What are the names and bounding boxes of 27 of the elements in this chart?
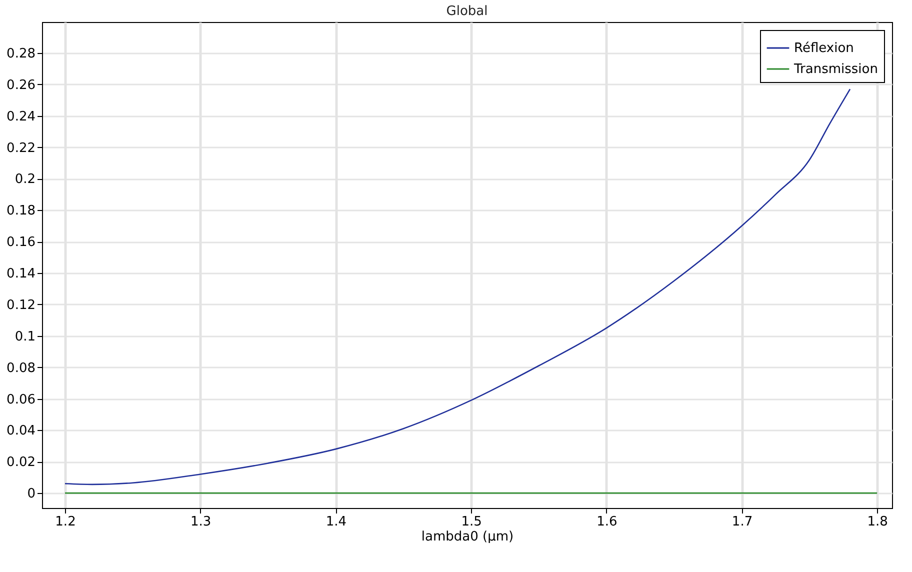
x-tick-label: 1.3	[190, 514, 212, 530]
y-tick-label: 0.28	[6, 46, 36, 62]
x-tick-label: 1.2	[55, 514, 76, 530]
y-tick-label: 0.04	[6, 424, 36, 439]
y-tick-label: 0.18	[6, 204, 36, 219]
y-tick-label: 0.08	[6, 360, 36, 376]
x-tick-label: 1.8	[867, 514, 888, 530]
x-tick-label: 1.6	[596, 514, 618, 530]
y-tick-label: 0.22	[6, 140, 36, 156]
y-tick-label: 0	[27, 486, 36, 502]
y-tick-label: 0.14	[6, 266, 36, 282]
y-tick-label: 0.2	[14, 172, 36, 188]
x-axis-title: lambda0 (µm)	[421, 530, 514, 544]
legend-label: Transmission	[793, 62, 878, 77]
line-series	[64, 88, 851, 486]
y-tick-label: 0.24	[6, 109, 36, 124]
y-tick-label: 0.02	[6, 455, 36, 470]
y-tick-label: 0.06	[6, 392, 36, 408]
legend-label: Réflexion	[794, 41, 854, 56]
x-tick-label: 1.5	[461, 514, 482, 530]
chart-title: Global	[446, 4, 488, 19]
x-tick-label: 1.4	[326, 514, 347, 530]
x-tick-label: 1.7	[732, 514, 753, 530]
y-tick-label: 0.26	[6, 78, 36, 93]
y-tick-label: 0.16	[6, 235, 36, 250]
y-tick-label: 0.12	[6, 298, 36, 313]
y-tick-label: 0.1	[14, 329, 36, 344]
